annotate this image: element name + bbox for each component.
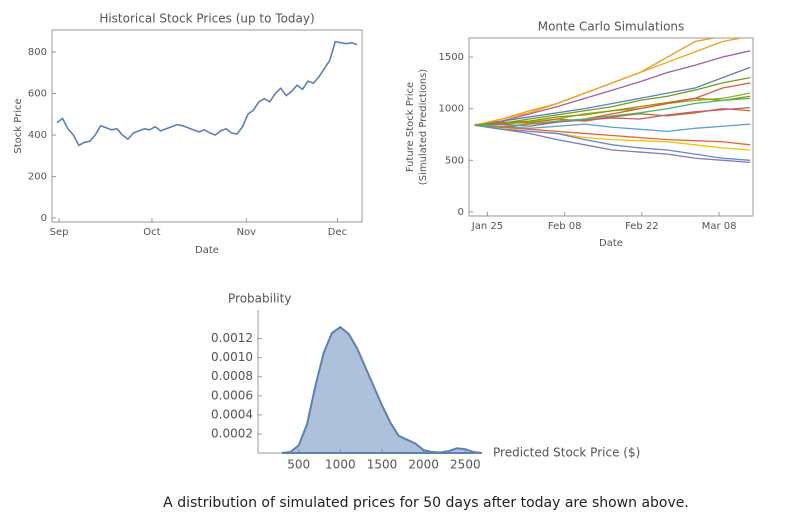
simulation-line — [474, 124, 751, 146]
x-tick-label: Nov — [237, 227, 257, 238]
y-axis-label: (Simulated Predictions) — [418, 69, 429, 186]
y-tick-label: 600 — [28, 89, 47, 100]
y-tick-label: 0.0002 — [211, 426, 253, 440]
x-axis-label: Date — [195, 245, 219, 256]
chart: Monte Carlo Simulations 0 500 1000 1500 Jan 2… — [405, 20, 754, 249]
x-tick-label: Feb 22 — [625, 221, 659, 232]
x-tick-label: Feb 08 — [548, 221, 582, 232]
y-tick-label: 0.0008 — [211, 369, 253, 383]
simulation-line — [474, 50, 751, 126]
plot-frame — [51, 29, 363, 223]
simulation-lines — [474, 38, 751, 164]
x-tick-label: Sep — [50, 227, 69, 238]
x-tick-label: 1000 — [325, 458, 356, 472]
simulation-line — [474, 77, 751, 126]
simulation-line — [474, 97, 751, 127]
x-tick-label: Dec — [328, 227, 347, 238]
y-axis-label: Future Stock Price — [405, 82, 416, 172]
x-tick-label: 2000 — [408, 458, 439, 472]
price-line — [56, 40, 358, 147]
x-axis-label: Predicted Stock Price ($) — [493, 446, 640, 460]
x-tick-label: 1500 — [367, 458, 398, 472]
simulation-line — [474, 66, 751, 126]
simulation-line — [474, 123, 751, 133]
y-tick-label: 0.0012 — [211, 331, 253, 345]
y-tick-label: 1500 — [439, 52, 464, 63]
simulation-line — [474, 92, 751, 126]
density-area — [281, 325, 483, 454]
chart: 0.0002 0.0004 0.0006 0.0008 0.0010 0.0012 500 1… — [211, 292, 640, 472]
y-tick-label: 400 — [28, 130, 47, 141]
y-tick-label: 0.0006 — [211, 388, 253, 402]
y-tick-label: 1000 — [439, 104, 464, 115]
simulation-line — [474, 124, 751, 164]
y-tick-label: 0 — [458, 207, 464, 218]
x-tick-label: 2500 — [450, 458, 481, 472]
x-tick-label: Mar 08 — [702, 221, 737, 232]
y-axis-label: Probability — [228, 292, 291, 306]
x-tick-label: Jan 25 — [471, 221, 503, 232]
y-tick-label: 800 — [28, 47, 47, 58]
plot-frame — [468, 37, 754, 217]
y-tick-label: 500 — [445, 155, 464, 166]
caption: A distribution of simulated prices for 5… — [163, 495, 689, 511]
simulation-line — [474, 95, 751, 126]
simulation-line — [474, 38, 745, 126]
y-tick-label: 200 — [28, 172, 47, 183]
simulation-line — [474, 124, 751, 161]
x-tick-label: Oct — [143, 227, 160, 238]
chart-title: Monte Carlo Simulations — [538, 20, 685, 34]
chart-title: Historical Stock Prices (up to Today) — [99, 12, 314, 26]
y-tick-label: 0.0010 — [211, 350, 253, 364]
chart: Historical Stock Prices (up to Today) 0 20… — [13, 12, 363, 256]
y-tick-label: 0.0004 — [211, 407, 253, 421]
simulation-line — [474, 106, 751, 127]
y-axis-label: Stock Price — [13, 98, 24, 153]
x-tick-label: 500 — [287, 458, 310, 472]
x-axis-label: Date — [599, 238, 623, 249]
y-tick-label: 0 — [41, 213, 47, 224]
